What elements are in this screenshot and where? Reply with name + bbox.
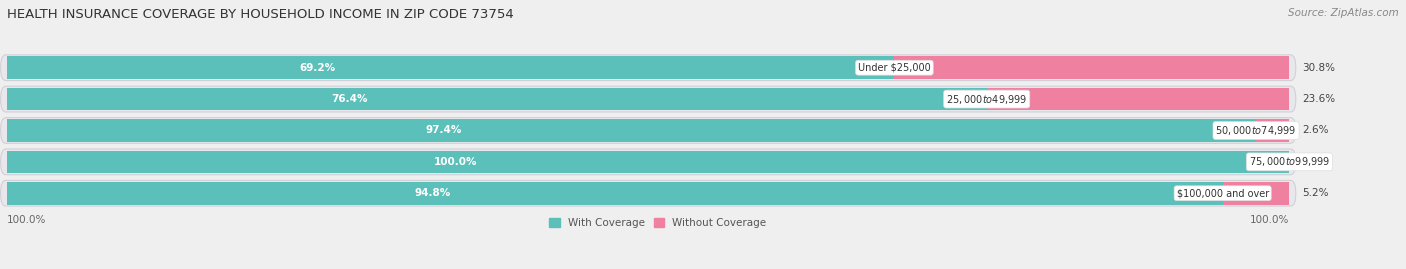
FancyBboxPatch shape bbox=[0, 55, 1296, 81]
Text: 69.2%: 69.2% bbox=[299, 63, 336, 73]
Text: 100.0%: 100.0% bbox=[1250, 215, 1289, 225]
Text: 5.2%: 5.2% bbox=[1302, 188, 1329, 198]
Text: $75,000 to $99,999: $75,000 to $99,999 bbox=[1249, 155, 1330, 168]
Text: $50,000 to $74,999: $50,000 to $74,999 bbox=[1215, 124, 1296, 137]
FancyBboxPatch shape bbox=[0, 86, 1296, 112]
FancyBboxPatch shape bbox=[0, 180, 1296, 206]
Bar bbox=[7, 56, 894, 79]
Text: 76.4%: 76.4% bbox=[332, 94, 368, 104]
Text: 94.8%: 94.8% bbox=[415, 188, 451, 198]
Bar bbox=[7, 119, 1256, 142]
Bar bbox=[894, 56, 1289, 79]
Text: Source: ZipAtlas.com: Source: ZipAtlas.com bbox=[1288, 8, 1399, 18]
Bar bbox=[7, 88, 987, 110]
Text: 30.8%: 30.8% bbox=[1302, 63, 1336, 73]
Bar bbox=[7, 182, 1223, 204]
Text: $25,000 to $49,999: $25,000 to $49,999 bbox=[946, 93, 1028, 105]
Text: 100.0%: 100.0% bbox=[7, 215, 46, 225]
Text: 23.6%: 23.6% bbox=[1302, 94, 1336, 104]
Text: 2.6%: 2.6% bbox=[1302, 125, 1329, 136]
Legend: With Coverage, Without Coverage: With Coverage, Without Coverage bbox=[547, 216, 769, 230]
Text: Under $25,000: Under $25,000 bbox=[858, 63, 931, 73]
Text: 0.0%: 0.0% bbox=[1302, 157, 1329, 167]
Text: 97.4%: 97.4% bbox=[426, 125, 463, 136]
FancyBboxPatch shape bbox=[0, 149, 1296, 175]
Text: 100.0%: 100.0% bbox=[434, 157, 478, 167]
FancyBboxPatch shape bbox=[0, 118, 1296, 143]
Text: HEALTH INSURANCE COVERAGE BY HOUSEHOLD INCOME IN ZIP CODE 73754: HEALTH INSURANCE COVERAGE BY HOUSEHOLD I… bbox=[7, 8, 513, 21]
Bar bbox=[1256, 119, 1289, 142]
Bar bbox=[987, 88, 1289, 110]
Bar bbox=[1223, 182, 1289, 204]
Bar bbox=[7, 151, 1289, 173]
Text: $100,000 and over: $100,000 and over bbox=[1177, 188, 1268, 198]
